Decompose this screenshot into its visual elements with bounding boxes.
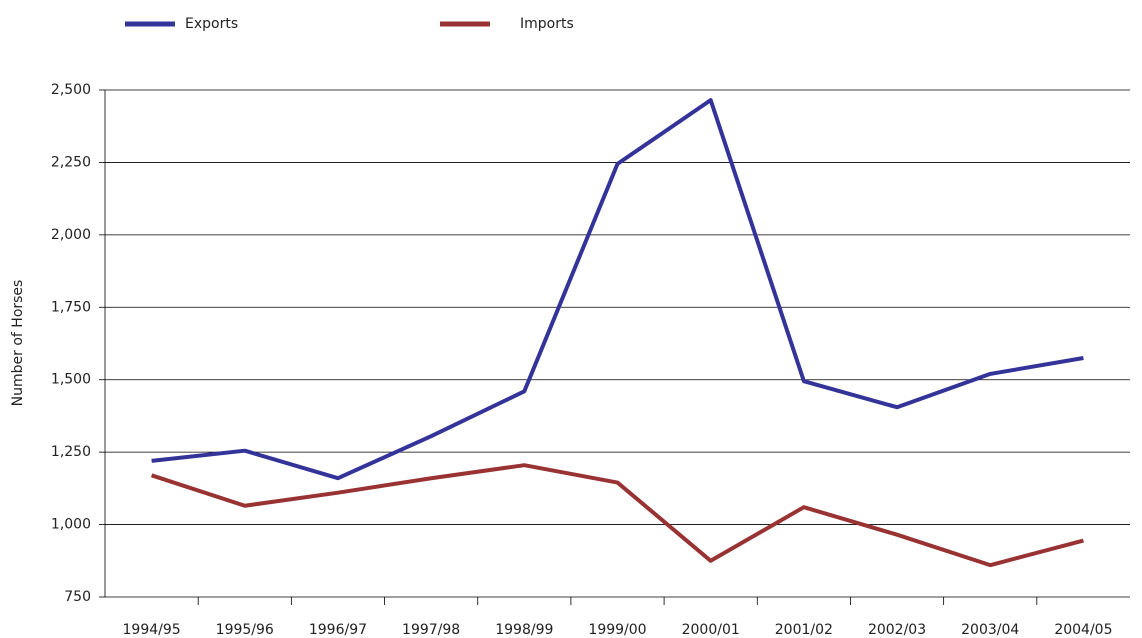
y-tick-label: 1,500 [51, 372, 91, 388]
data-line [151, 98, 1084, 481]
x-tick-label: 1999/00 [588, 622, 646, 638]
y-tick-label: 2,000 [51, 227, 91, 243]
legend-label: Imports [520, 16, 574, 32]
x-tick-label: 2000/01 [682, 622, 740, 638]
y-tick-label: 2,500 [51, 82, 91, 98]
x-tick-label: 2004/05 [1054, 622, 1112, 638]
x-tick-label: 1998/99 [495, 622, 553, 638]
y-axis-title: Number of Horses [10, 280, 26, 407]
legend-label: Exports [185, 16, 238, 32]
x-tick-label: 1997/98 [402, 622, 460, 638]
x-tick-label: 2003/04 [961, 622, 1019, 638]
data-line [150, 463, 1084, 568]
x-tick-label: 2002/03 [868, 622, 926, 638]
x-tick-label: 1994/95 [123, 622, 181, 638]
y-tick-label: 1,250 [51, 444, 91, 460]
x-tick-label: 1995/96 [216, 622, 274, 638]
x-tick-label: 2001/02 [775, 622, 833, 638]
y-tick-label: 750 [64, 589, 91, 605]
y-tick-label: 1,750 [51, 299, 91, 315]
x-tick-label: 1996/97 [309, 622, 367, 638]
y-tick-label: 1,000 [51, 517, 91, 533]
y-tick-label: 2,250 [51, 154, 91, 170]
